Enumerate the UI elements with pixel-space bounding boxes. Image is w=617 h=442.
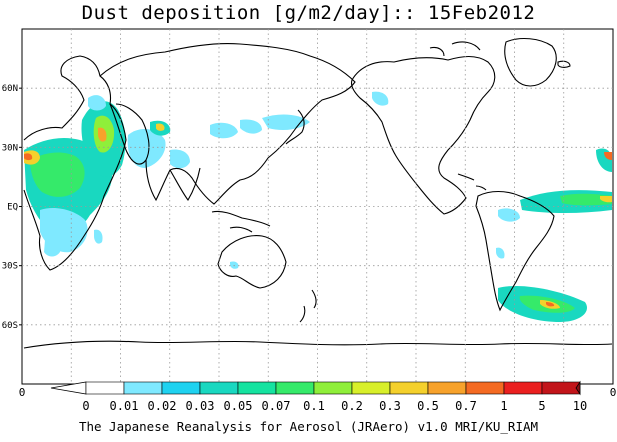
dust-india [170, 149, 190, 169]
coast-india [169, 167, 201, 201]
colorbar-box [427, 381, 467, 395]
dust-southern-africa [44, 239, 61, 257]
colorbar-label: 0.7 [455, 399, 477, 413]
coast-australia [217, 235, 287, 289]
dust-atlantic-hot [600, 196, 612, 203]
colorbar-box [85, 381, 125, 395]
colorbar-label: 0.03 [186, 399, 215, 413]
lon-tick-left: 0 [19, 386, 26, 399]
colorbar-box [237, 381, 277, 395]
colorbar-box [199, 381, 239, 395]
colorbar-label: 10 [573, 399, 587, 413]
latitude-labels: 60N 30N EQ 30S 60S [2, 84, 22, 331]
colorbar-box [123, 381, 163, 395]
dust-pacific-patch [372, 91, 389, 106]
lat-label: EQ [7, 203, 18, 213]
coast-caribbean [457, 173, 487, 191]
dust-mideast-north [88, 95, 106, 111]
dust-mongolia [240, 119, 262, 134]
colorbar-label: 0.3 [379, 399, 401, 413]
dust-central-asia [127, 128, 166, 168]
lat-label: 60S [2, 321, 18, 331]
coastlines [23, 37, 613, 349]
lat-label: 60N [2, 84, 18, 94]
map-title: Dust deposition [g/m2/day]:: 15Feb2012 [81, 2, 536, 24]
dust-sahara-core [30, 152, 85, 197]
dust-central-asia-hot [156, 123, 165, 131]
colorbar-label: 0.2 [341, 399, 363, 413]
lon-tick-right: 0 [610, 386, 617, 399]
colorbar-box [161, 381, 201, 395]
colorbar-label: 0.02 [148, 399, 177, 413]
dust-layer [24, 91, 612, 322]
colorbar-label: 0.1 [303, 399, 325, 413]
coast-greenland [504, 37, 557, 87]
coast-asia [99, 42, 356, 205]
dust-argentina [496, 247, 505, 259]
dust-tropical-atlantic-core [560, 193, 612, 206]
dust-tarim [210, 122, 238, 139]
colorbar-box [465, 381, 505, 395]
colorbar-box [351, 381, 391, 395]
dust-arabia-hot [98, 127, 107, 142]
colorbar-label: 0 [82, 399, 89, 413]
colorbar-box [503, 381, 543, 395]
coast-south-america [475, 190, 555, 312]
colorbar: 0 0.01 0.02 0.03 0.05 0.07 0.1 0.2 0.3 0.5 0.7 1 5 10 [50, 380, 587, 413]
colorbar-box [541, 381, 581, 395]
graticule [22, 29, 613, 384]
colorbar-box [313, 381, 353, 395]
colorbar-label: 0.5 [417, 399, 439, 413]
dust-sahara-hot2 [24, 153, 33, 161]
dust-australia [230, 261, 239, 269]
coast-antarctica [23, 340, 613, 349]
colorbar-label: 1 [500, 399, 507, 413]
colorbar-box [275, 381, 315, 395]
colorbar-box [389, 381, 429, 395]
coast-arctic-islands [429, 41, 481, 57]
coast-new-zealand [299, 289, 317, 323]
dust-east-coast-hot [604, 152, 612, 160]
coast-japan [285, 109, 305, 145]
colorbar-label: 0.01 [110, 399, 139, 413]
dust-madagascar [94, 229, 103, 244]
dust-patagonia-hot2 [546, 302, 555, 307]
colorbar-label: 0.05 [224, 399, 253, 413]
lat-label: 30N [2, 143, 18, 153]
footer-credit: The Japanese Reanalysis for Aerosol (JRA… [78, 419, 539, 434]
colorbar-label: 0.07 [262, 399, 291, 413]
colorbar-over-triangle [575, 380, 581, 396]
lat-label: 30S [2, 262, 18, 272]
coast-north-america [350, 55, 496, 215]
colorbar-label: 5 [538, 399, 545, 413]
coast-indonesia [211, 210, 271, 233]
